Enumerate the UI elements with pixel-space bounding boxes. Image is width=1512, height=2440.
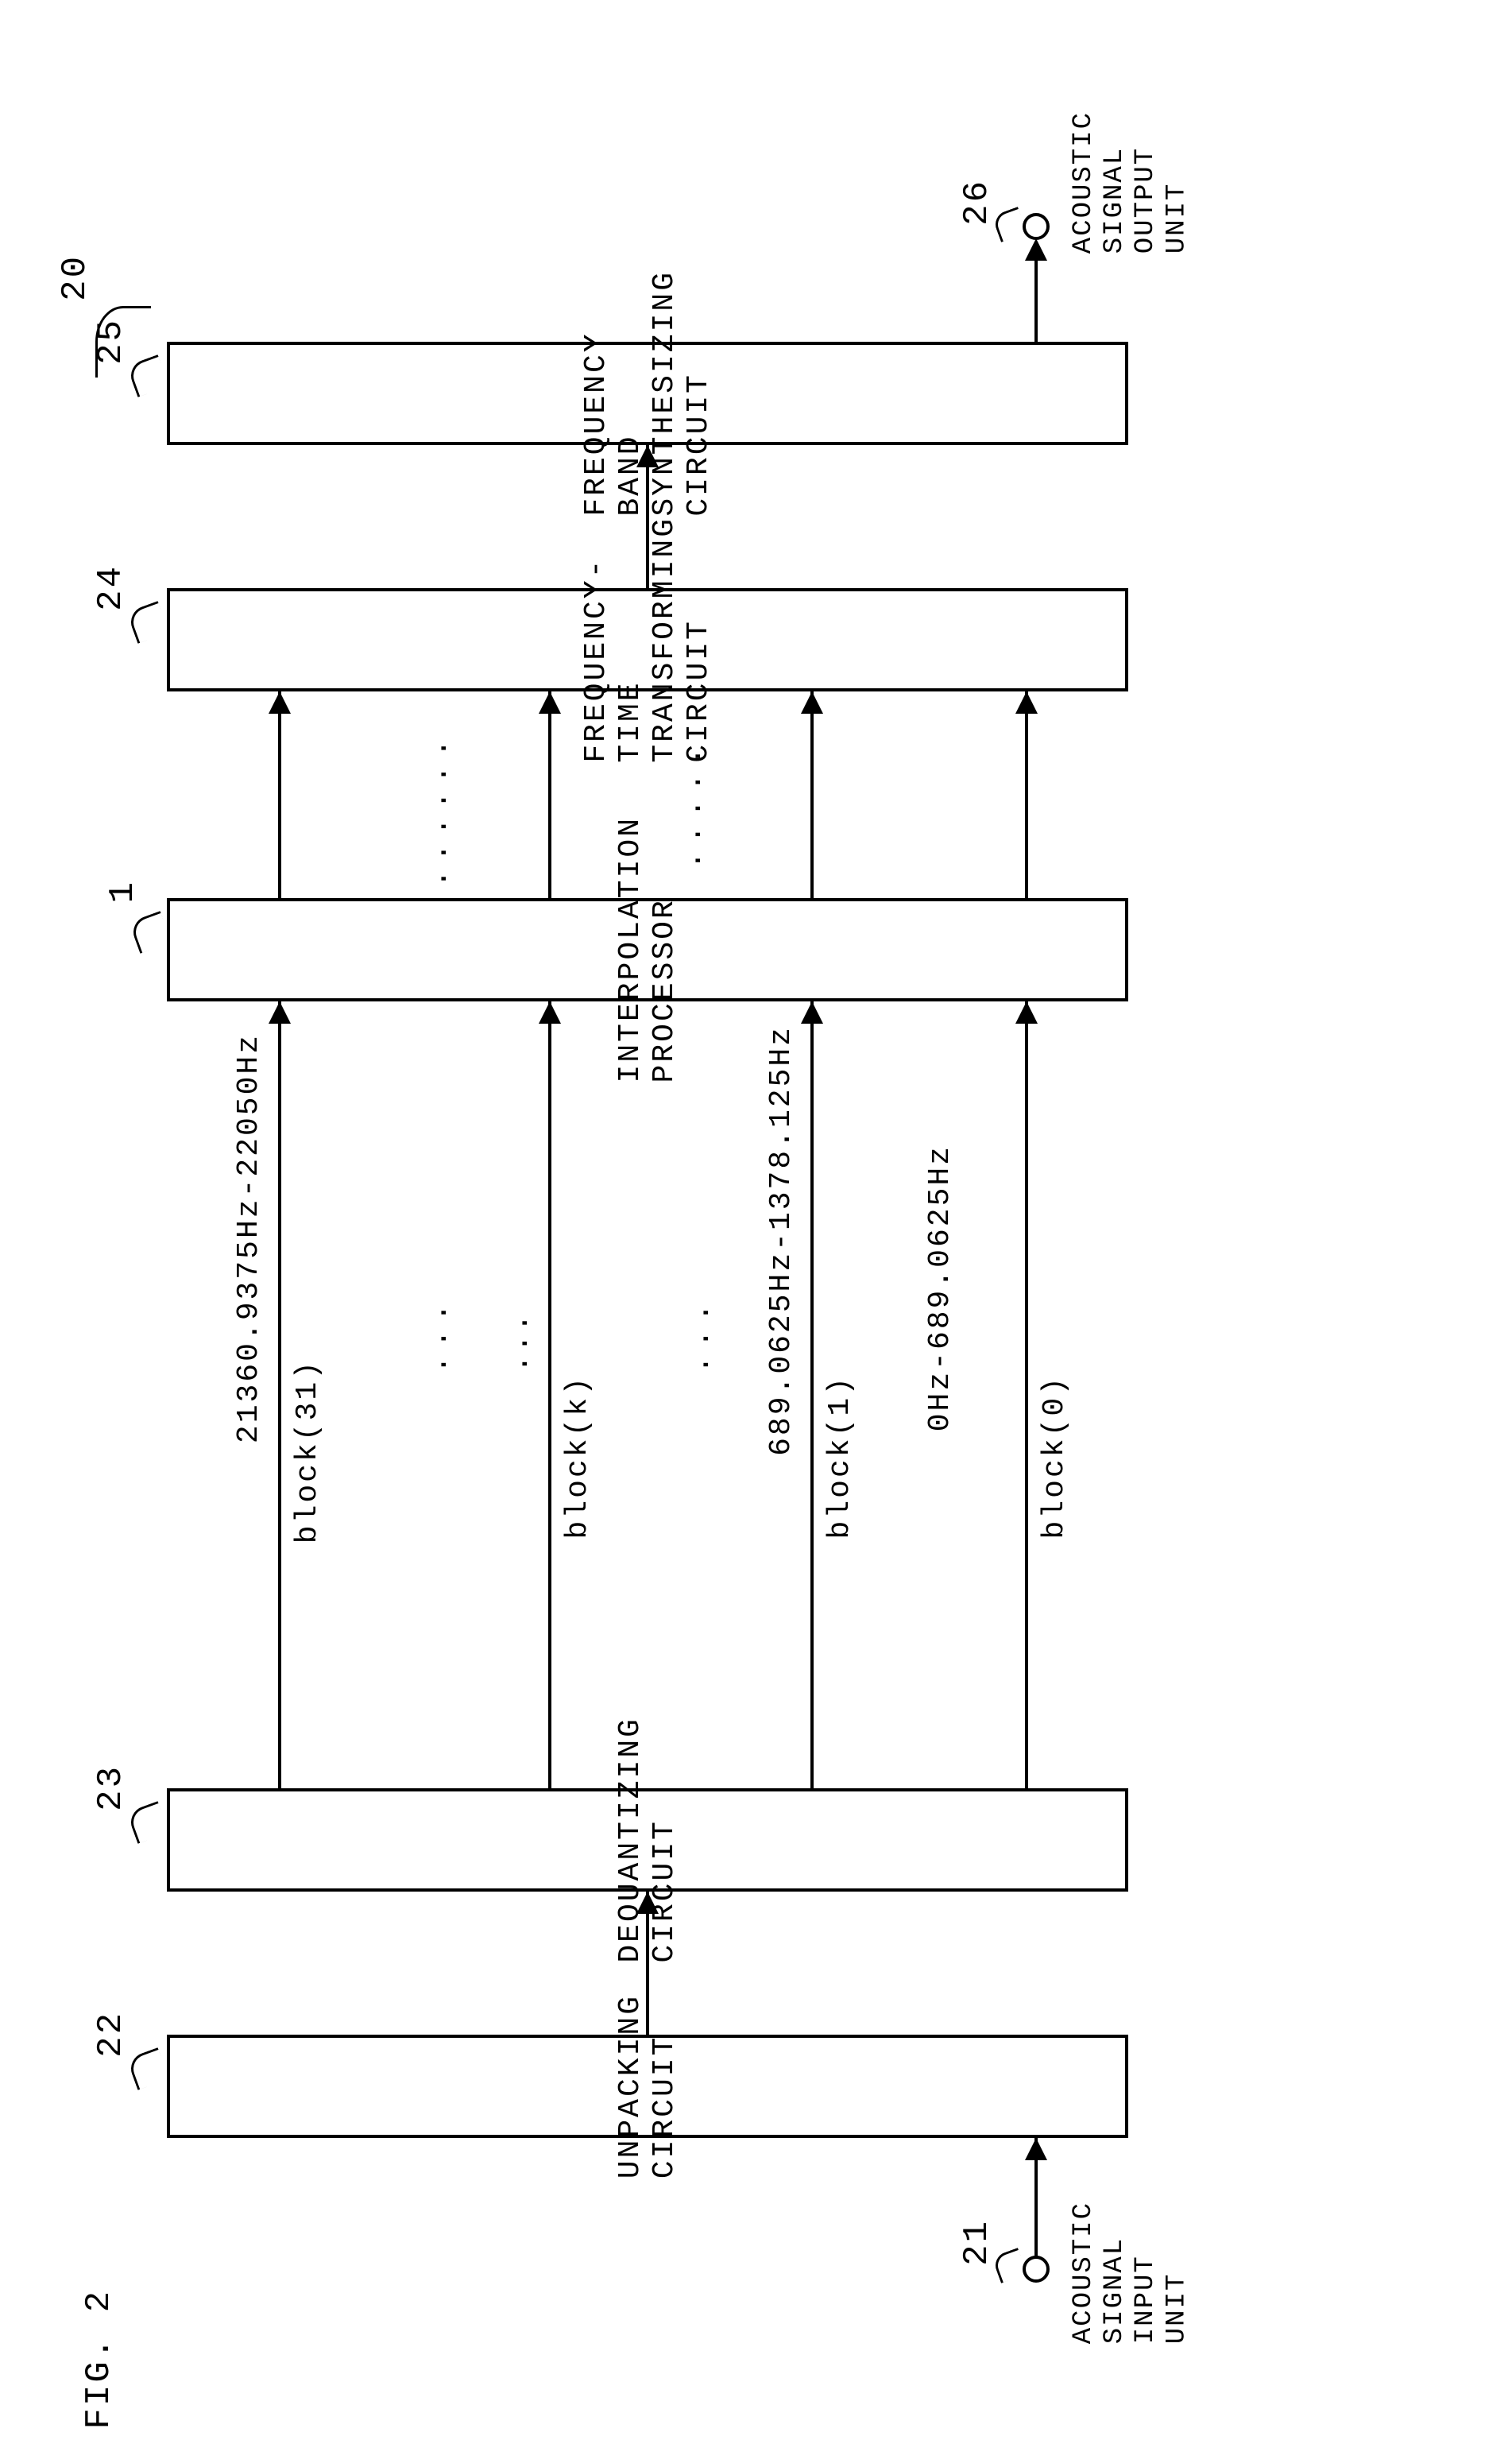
ref-24: 24 — [91, 564, 131, 622]
ref-1: 1 — [103, 874, 143, 914]
block-interpolation-processor: INTERPOLATION PROCESSOR — [167, 898, 1128, 1001]
line-25-to-26 — [1034, 254, 1038, 342]
sig-0-lower: block(0) — [1038, 1375, 1072, 1548]
arrowhead-sig-k — [539, 1001, 561, 1024]
assembly-ref-20: 20 — [56, 254, 95, 312]
arrowhead-sig-31 — [269, 1001, 291, 1024]
terminal-26 — [1023, 213, 1050, 240]
ref-21: 21 — [957, 2219, 997, 2277]
line-1-to-24-d — [1025, 691, 1028, 898]
terminal-21 — [1023, 2256, 1050, 2283]
terminal-26-label: ACOUSTICSIGNALOUTPUTUNIT — [1069, 111, 1193, 258]
sig-k-upper: ... — [502, 1311, 536, 1382]
arrowhead-1-to-24-d — [1015, 691, 1038, 714]
arrowhead-21-to-22 — [1025, 2138, 1047, 2160]
ref-1-leader — [129, 911, 172, 954]
arrowhead-1-to-24-b — [539, 691, 561, 714]
line-1-to-24-c — [810, 691, 814, 898]
sig-k-lower: block(k) — [561, 1375, 595, 1548]
out-dots-1: ...... — [421, 731, 455, 892]
arrowhead-1-to-24-a — [269, 691, 291, 714]
sig-0-upper: 0Hz-689.0625Hz — [923, 1144, 992, 1441]
block-freq-band-synth-circuit: FREQUENCY BAND SYNTHESIZING CIRCUIT — [167, 342, 1128, 445]
line-1-to-24-a — [278, 691, 281, 898]
arrowhead-sig-1 — [801, 1001, 823, 1024]
terminal-21-label: ACOUSTICSIGNALINPUTUNIT — [1069, 2202, 1193, 2348]
arrowhead-1-to-24-c — [801, 691, 823, 714]
ref-24-leader — [126, 601, 169, 644]
block-unpacking-circuit: UNPACKING CIRCUIT — [167, 2035, 1128, 2138]
dots-between-k-1: ... — [683, 1296, 717, 1377]
ref-22-leader — [126, 2047, 169, 2090]
figure-label: FIG. 2 — [79, 2289, 159, 2440]
ref-23-leader — [126, 1801, 169, 1844]
block-dequantizing-circuit: DEQUANTIZING CIRCUIT — [167, 1788, 1128, 1892]
block-freq-time-transforming-circuit: FREQUENCY-TIME TRANSFORMING CIRCUIT — [167, 588, 1128, 691]
line-sig-k — [548, 1001, 551, 1788]
ref-23: 23 — [91, 1764, 131, 1822]
ref-22: 22 — [91, 2011, 131, 2069]
sig-31-lower: block(31) — [291, 1359, 325, 1553]
arrowhead-25-to-26 — [1025, 238, 1047, 261]
line-1-to-24-b — [548, 691, 551, 898]
line-sig-0 — [1025, 1001, 1028, 1788]
ref-26: 26 — [957, 179, 997, 237]
sig-1-lower: block(1) — [823, 1375, 857, 1548]
ref-25: 25 — [91, 318, 131, 376]
dots-between-31-k: ... — [421, 1296, 455, 1377]
arrowhead-sig-0 — [1015, 1001, 1038, 1024]
